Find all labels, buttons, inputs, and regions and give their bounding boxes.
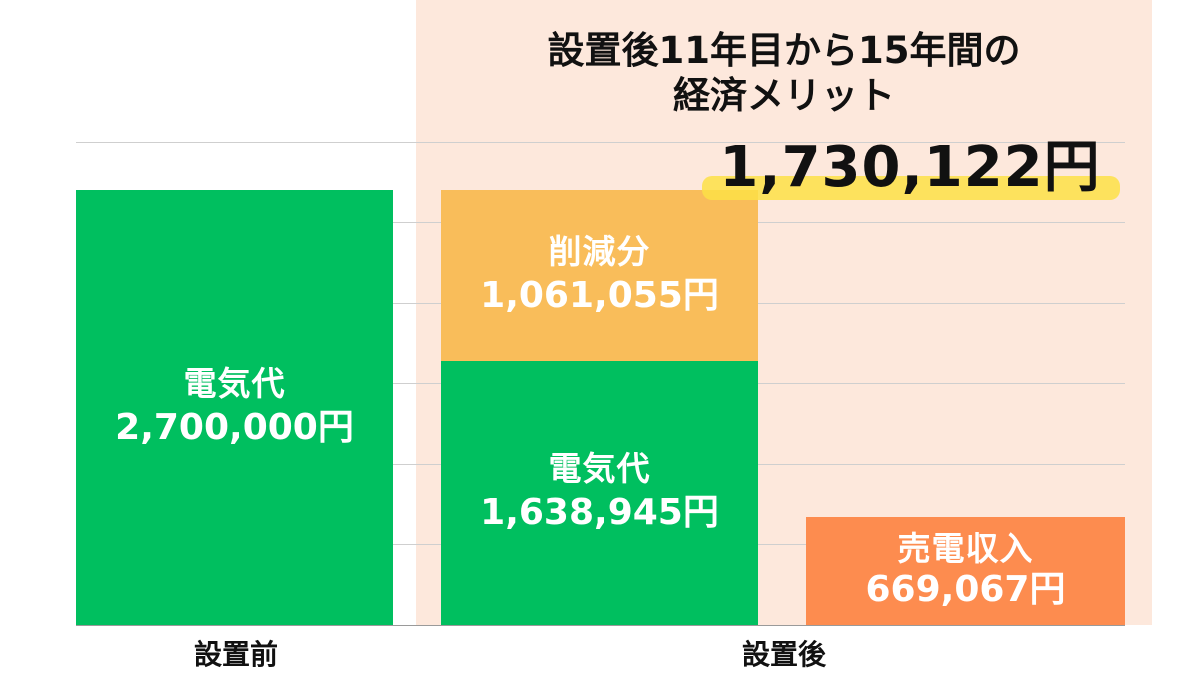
bar-segment-label: 電気代 <box>183 363 286 403</box>
bar-segment-value: 669,067円 <box>865 569 1066 611</box>
bar-segment: 削減分 1,061,055円 <box>441 190 758 361</box>
benefit-title-line-1: 設置後11年目から15年間の <box>547 29 1021 72</box>
bar-segment: 電気代 2,700,000円 <box>76 190 393 625</box>
benefit-title-line-2: 経済メリット <box>673 74 895 118</box>
benefit-title: 設置後11年目から15年間の 経済メリット <box>416 28 1152 118</box>
bar-segment: 売電収入 669,067円 <box>806 517 1125 625</box>
category-label-after: 設置後 <box>741 638 826 671</box>
bar-segment-label: 電気代 <box>548 449 651 489</box>
x-axis-baseline <box>76 625 1125 626</box>
gridline <box>76 142 1125 143</box>
bar-segment-value: 1,638,945円 <box>480 492 719 534</box>
category-label-before: 設置前 <box>193 638 278 671</box>
benefit-value: 1,730,122円 <box>719 135 1101 200</box>
bar-segment-value: 2,700,000円 <box>115 406 354 448</box>
bar-segment-label: 削減分 <box>548 231 651 271</box>
bar-segment-value: 1,061,055円 <box>480 274 719 316</box>
highlight-marker <box>702 176 1120 200</box>
bar-segment: 電気代 1,638,945円 <box>441 361 758 625</box>
bar-segment-label: 売電収入 <box>897 529 1034 569</box>
